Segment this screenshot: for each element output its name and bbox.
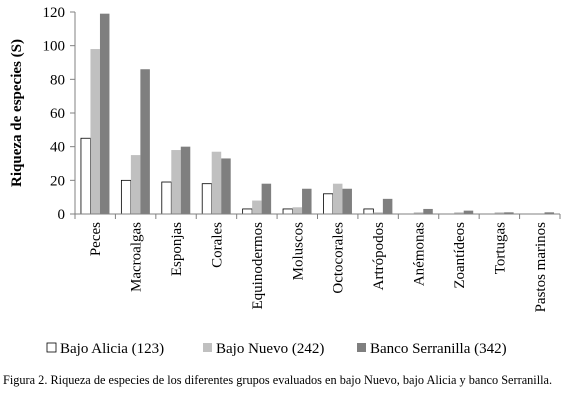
x-tick-label: Anémonas <box>412 222 428 286</box>
bar-0-2 <box>161 181 172 215</box>
bar-1-10 <box>494 212 505 214</box>
x-tick-label: Esponjas <box>169 222 185 276</box>
y-tick-label: 0 <box>58 207 66 223</box>
bar-0-6 <box>323 193 334 215</box>
x-tick-label: Pastos marinos <box>533 222 549 313</box>
y-tick-label: 20 <box>50 173 65 189</box>
x-tick-label: Zoantídeos <box>452 222 468 289</box>
x-tick-label: Artrópodos <box>371 222 387 290</box>
legend-label-2: Banco Serranilla (342) <box>370 341 507 357</box>
x-tick-label: Equinodermos <box>250 222 266 310</box>
bars <box>80 13 555 215</box>
x-tick-label: Macroalgas <box>129 222 145 292</box>
bar-1-0 <box>90 49 100 215</box>
bar-1-3 <box>211 151 222 214</box>
bar-0-0 <box>80 137 91 215</box>
bar-2-6 <box>342 188 352 214</box>
y-tick-label: 120 <box>43 5 66 21</box>
bar-2-3 <box>221 158 231 214</box>
y-tick-label: 60 <box>50 106 65 122</box>
legend-label-0: Bajo Alicia (123) <box>60 341 164 357</box>
bar-2-0 <box>99 13 110 214</box>
bar-2-5 <box>302 188 312 214</box>
legend-swatch-2 <box>357 343 366 352</box>
legend: Bajo Alicia (123) Bajo Nuevo (242) Banco S… <box>46 341 507 357</box>
x-tick-label: Peces <box>88 222 104 256</box>
bar-1-8 <box>413 212 424 214</box>
bar-2-9 <box>463 210 474 214</box>
legend-label-1: Bajo Nuevo (242) <box>216 341 324 357</box>
bar-0-5 <box>282 208 293 215</box>
bar-0-1 <box>120 179 132 215</box>
y-axis-label: Riqueza de especies (S) <box>9 39 25 187</box>
x-axis: Peces Macroalgas Esponjas Corales Equinoderm… <box>74 213 561 313</box>
y-axis: 0 20 40 60 80 100 120 <box>43 5 76 223</box>
x-tick-label: Octocorales <box>331 222 347 294</box>
y-tick-label: 100 <box>43 39 66 55</box>
x-tick-label: Tortugas <box>492 222 508 274</box>
bar-1-7 <box>373 212 383 214</box>
bar-0-7 <box>363 208 374 215</box>
figure-caption: Figura 2. Riqueza de especies de los dif… <box>3 373 553 387</box>
bar-1-1 <box>130 155 141 214</box>
x-tick-label: Corales <box>209 222 225 268</box>
bar-1-6 <box>332 183 343 214</box>
bar-1-2 <box>171 150 181 214</box>
bar-1-5 <box>292 207 303 214</box>
bar-chart: 0 20 40 60 80 100 120 Peces Macroalgas Esponjas C… <box>9 5 561 357</box>
bar-1-4 <box>252 200 262 214</box>
bar-2-7 <box>382 198 393 214</box>
legend-swatch-0 <box>46 342 57 353</box>
y-tick-label: 40 <box>50 140 65 156</box>
bar-2-11 <box>544 212 555 214</box>
x-tick-label: Moluscos <box>290 222 306 281</box>
bar-1-9 <box>454 212 464 214</box>
bar-2-1 <box>140 69 150 214</box>
legend-swatch-1 <box>203 343 212 352</box>
bar-0-3 <box>201 183 213 215</box>
y-tick-label: 80 <box>50 72 65 88</box>
bar-0-4 <box>242 208 253 215</box>
bar-2-4 <box>261 183 272 214</box>
bar-2-2 <box>180 146 191 214</box>
bar-2-10 <box>504 212 514 214</box>
bar-2-8 <box>423 208 433 214</box>
